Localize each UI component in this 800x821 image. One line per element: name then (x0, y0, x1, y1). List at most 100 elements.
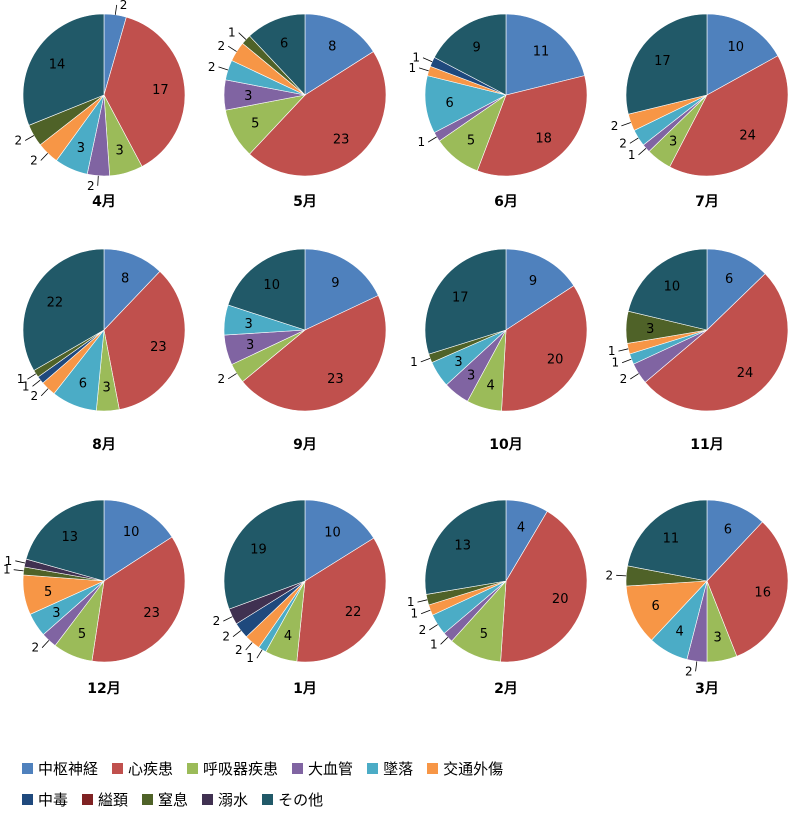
data-label: 1 (3, 563, 11, 577)
leader-line (27, 373, 37, 380)
data-label: 2 (31, 389, 39, 403)
data-label: 10 (728, 40, 745, 55)
data-label: 9 (473, 41, 481, 56)
legend-swatch (202, 793, 214, 805)
data-label: 2 (208, 60, 216, 74)
legend-swatch (292, 762, 304, 774)
data-label: 5 (467, 134, 475, 149)
data-label: 2 (218, 39, 226, 53)
legend-swatch (367, 762, 379, 774)
leader-line (256, 649, 263, 659)
pie-slice-心疾患 (644, 273, 789, 412)
legend-label: 中毒 (38, 790, 69, 809)
legend-item: 交通外傷 (427, 758, 503, 778)
pie-slice-その他 (424, 499, 507, 595)
pie-title: 9月 (293, 437, 317, 453)
data-label: 1 (17, 372, 25, 386)
data-label: 6 (652, 599, 660, 614)
legend-swatch (262, 793, 274, 805)
pie-slice-心疾患 (500, 510, 588, 663)
legend-item: 中毒 (22, 789, 68, 809)
legend-swatch (22, 762, 33, 774)
data-label: 2 (31, 641, 39, 655)
data-label: 2 (15, 134, 23, 148)
pie-12: 6 16 3 4 6 11 2 2 (606, 499, 789, 678)
data-label: 24 (739, 129, 756, 144)
data-label: 2 (606, 568, 614, 582)
data-label: 1 (430, 637, 438, 651)
data-label: 10 (324, 525, 341, 540)
data-label: 6 (725, 272, 733, 287)
data-label: 4 (676, 625, 684, 640)
data-label: 22 (47, 296, 64, 311)
leader-line (245, 642, 253, 651)
data-label: 1 (628, 148, 636, 162)
leader-line (417, 599, 428, 603)
pie-slice-中枢神経 (304, 13, 374, 96)
pie-8: 6 24 3 10 211 (608, 248, 789, 412)
data-label: 3 (669, 135, 677, 150)
data-label: 9 (331, 276, 339, 291)
data-label: 17 (654, 54, 671, 69)
pie-slice-心疾患 (476, 75, 588, 177)
legend-label: 窒息 (158, 790, 189, 809)
data-label: 1 (246, 651, 254, 665)
legend-swatch (142, 793, 154, 805)
pie-title: 11月 (690, 437, 723, 453)
data-label: 10 (123, 525, 140, 540)
data-label: 3 (713, 631, 721, 646)
pie-title: 8月 (92, 437, 116, 453)
data-label: 2 (120, 0, 128, 12)
leader-line (97, 175, 99, 186)
pie-slice-その他 (625, 13, 708, 115)
data-label: 11 (663, 531, 680, 546)
data-label: 2 (30, 154, 38, 168)
pie-slice-中枢神経 (706, 248, 766, 331)
data-label: 6 (724, 522, 732, 537)
data-label: 2 (611, 119, 619, 133)
pie-slice-その他 (424, 248, 507, 355)
data-label: 5 (78, 627, 86, 642)
data-label: 1 (407, 595, 415, 609)
data-label: 2 (213, 614, 221, 628)
data-label: 8 (328, 39, 336, 54)
pie-title: 6月 (494, 194, 518, 210)
data-label: 2 (419, 623, 427, 637)
pie-slice-その他 (22, 13, 105, 126)
data-label: 11 (533, 44, 550, 59)
legend-label: 縊頚 (98, 790, 129, 809)
data-label: 23 (327, 372, 344, 387)
legend-label: 大血管 (308, 759, 354, 778)
legend-swatch (187, 762, 199, 774)
data-label: 3 (467, 369, 475, 384)
leader-line (41, 640, 50, 648)
pie-slice-中枢神経 (505, 13, 586, 96)
pie-slice-心疾患 (91, 536, 186, 663)
legend-item: 大血管 (292, 758, 353, 778)
leader-line (422, 57, 433, 63)
leader-line (418, 67, 429, 72)
data-label: 2 (619, 136, 627, 150)
pie-slice-心疾患 (296, 537, 387, 663)
pie-slice-中枢神経 (304, 248, 379, 331)
legend-label: 呼吸器疾患 (203, 759, 279, 778)
leader-line (25, 135, 35, 141)
pie-slice-その他 (223, 499, 306, 610)
pie-slice-心疾患 (669, 55, 789, 177)
leader-line (238, 32, 247, 40)
legend-item: 中枢神経 (22, 758, 98, 778)
data-label: 3 (244, 89, 252, 104)
pie-slice-その他 (433, 13, 507, 96)
data-label: 2 (218, 372, 226, 386)
pie-slice-心疾患 (706, 521, 789, 657)
leader-line (232, 630, 242, 638)
pie-title: 10月 (489, 437, 522, 453)
legend-swatch (427, 762, 439, 774)
data-label: 3 (246, 338, 254, 353)
leader-line (429, 624, 438, 631)
data-label: 23 (333, 133, 350, 148)
